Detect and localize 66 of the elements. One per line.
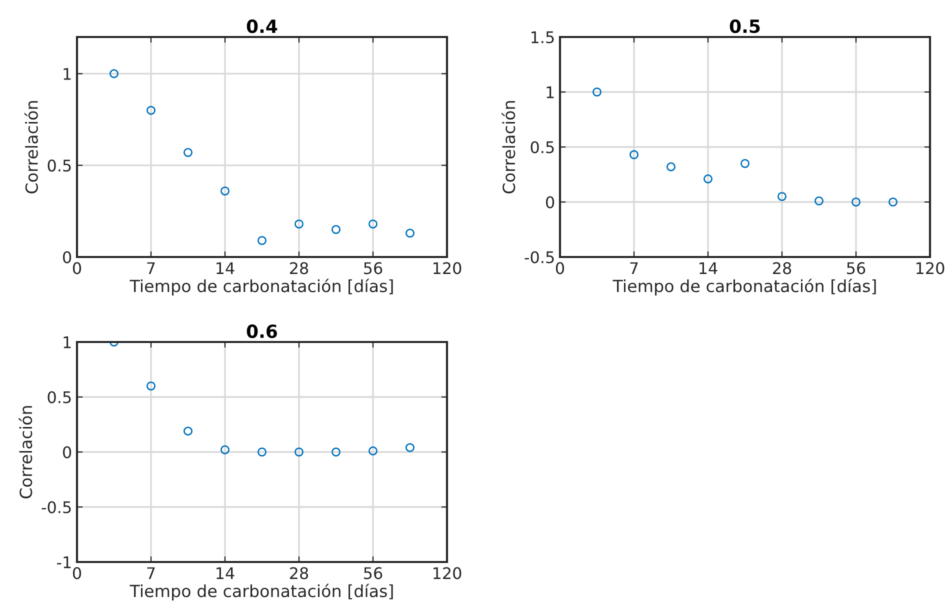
x-axis-title: Tiempo de carbonatación [días] xyxy=(130,278,393,296)
y-tick-label: 0 xyxy=(63,446,72,458)
y-tick-label: 0 xyxy=(63,251,72,264)
x-axis-title: Tiempo de carbonatación [días] xyxy=(130,584,393,601)
x-tick-label: 56 xyxy=(364,262,382,274)
y-tick-label: -0.5 xyxy=(42,501,71,514)
x-tick-label: 7 xyxy=(147,262,155,274)
y-tick-label: -0.5 xyxy=(524,251,554,264)
y-axis-title: Correlación xyxy=(18,406,32,498)
point xyxy=(331,224,341,234)
point xyxy=(257,236,267,246)
point xyxy=(220,186,230,196)
point xyxy=(146,106,156,115)
point xyxy=(814,196,824,206)
point xyxy=(851,197,861,207)
point xyxy=(257,447,267,457)
x-tick-label: 7 xyxy=(630,262,638,274)
point xyxy=(592,87,602,97)
y-tick-label: 1.5 xyxy=(531,31,554,44)
point xyxy=(146,381,156,391)
y-axis-title: Correlación xyxy=(24,101,38,194)
point xyxy=(740,158,750,168)
x-axis-title: Tiempo de carbonatación [días] xyxy=(612,278,876,296)
point xyxy=(183,148,193,158)
x-tick-label: 14 xyxy=(700,262,718,274)
x-tick-label: 0 xyxy=(556,262,564,274)
point xyxy=(331,447,341,457)
point xyxy=(109,69,119,78)
point xyxy=(703,174,713,184)
x-tick-label: 120 xyxy=(916,262,944,274)
y-tick-label: 0.5 xyxy=(48,160,71,172)
point xyxy=(294,219,304,229)
x-tick-label: 56 xyxy=(847,262,866,274)
y-tick-label: 1 xyxy=(64,336,71,348)
x-tick-label: 28 xyxy=(290,567,308,580)
x-tick-label: 7 xyxy=(147,567,155,579)
y-tick-label: -1 xyxy=(56,556,71,568)
x-tick-label: 14 xyxy=(216,262,234,274)
point xyxy=(368,446,378,456)
y-tick-label: 0 xyxy=(546,196,554,208)
point xyxy=(629,150,639,160)
chart-title: 0.5 xyxy=(730,19,760,34)
point xyxy=(368,219,378,229)
x-tick-label: 120 xyxy=(434,567,462,580)
x-tick-label: 120 xyxy=(434,262,462,274)
x-tick-label: 0 xyxy=(72,567,82,580)
x-tick-label: 56 xyxy=(364,567,382,580)
y-axis-title: Correlación xyxy=(502,101,516,194)
x-tick-label: 0 xyxy=(72,262,82,274)
x-tick-label: 14 xyxy=(216,567,234,579)
point xyxy=(405,228,415,238)
y-tick-label: 1 xyxy=(546,86,554,98)
y-tick-label: 0.5 xyxy=(48,391,71,404)
point xyxy=(220,445,230,454)
point xyxy=(888,197,898,207)
y-tick-label: 1 xyxy=(64,68,71,80)
point xyxy=(777,192,787,202)
chart-title: 0.6 xyxy=(246,324,278,338)
point xyxy=(405,443,415,452)
point xyxy=(666,162,676,172)
x-tick-label: 28 xyxy=(290,262,308,274)
point xyxy=(183,426,193,436)
x-tick-label: 28 xyxy=(773,262,792,274)
chart-title: 0.4 xyxy=(246,19,278,34)
point xyxy=(294,447,304,457)
y-tick-label: 0.5 xyxy=(530,141,554,154)
